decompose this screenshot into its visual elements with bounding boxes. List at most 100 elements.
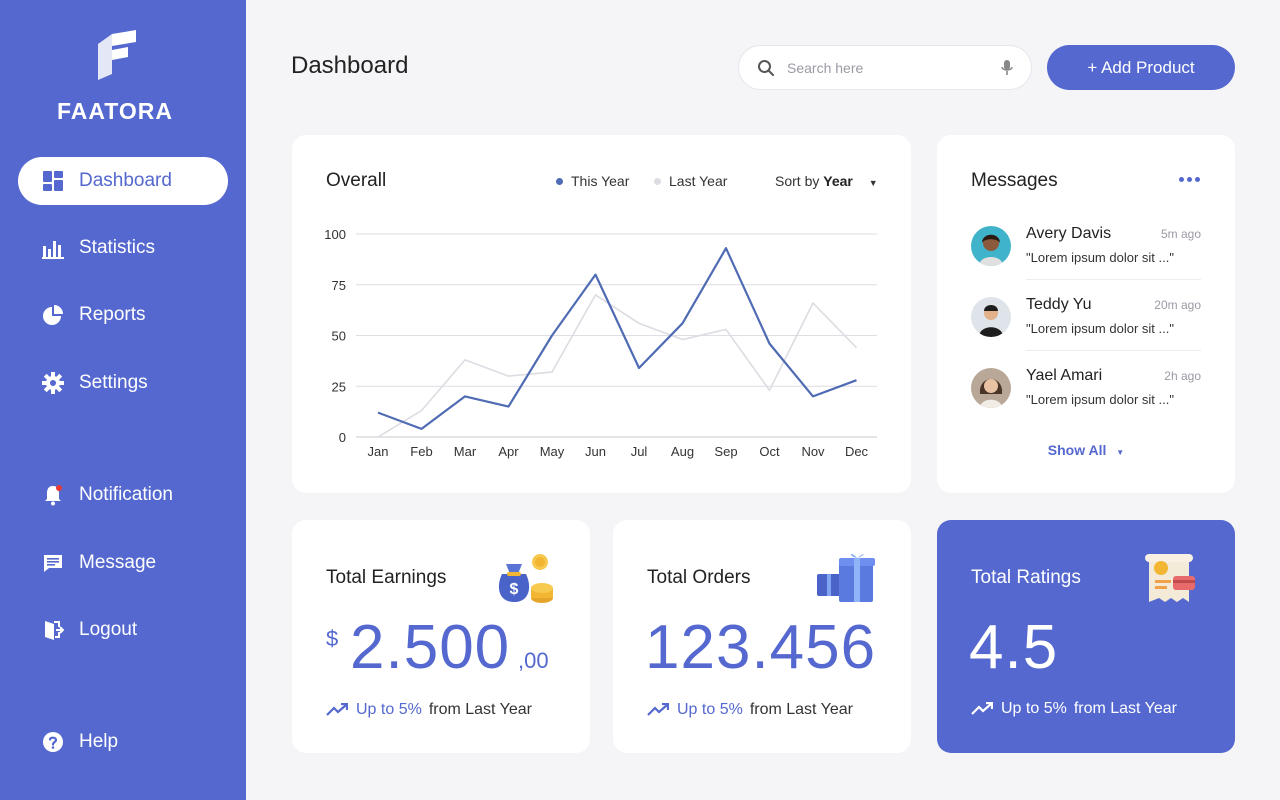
brand-name: FAATORA xyxy=(56,98,174,124)
pie-chart-icon xyxy=(42,304,64,326)
total-earnings-card: Total Earnings $ $ 2.500 ,00 Up to 5% fr… xyxy=(292,520,590,753)
sidebar-item-statistics[interactable]: Statistics xyxy=(18,224,228,272)
trend-text: from Last Year xyxy=(428,701,532,718)
search-input[interactable] xyxy=(787,59,1001,76)
help-icon xyxy=(42,731,64,753)
logout-icon xyxy=(42,619,64,641)
sidebar-item-notification[interactable]: Notification xyxy=(18,471,228,519)
brand-logo-icon xyxy=(98,30,136,80)
y-tick-label: 75 xyxy=(332,278,346,293)
stat-label: Total Orders xyxy=(647,567,751,588)
x-tick-label: Jan xyxy=(368,444,389,459)
sidebar-item-label: Reports xyxy=(79,304,146,325)
sidebar-item-label: Logout xyxy=(79,619,138,640)
legend-dot-last-year xyxy=(654,177,661,185)
sidebar-item-label: Settings xyxy=(79,372,148,393)
series-line-this-year xyxy=(377,247,857,430)
sidebar-item-message[interactable]: Message xyxy=(18,539,228,587)
stat-label: Total Earnings xyxy=(326,567,447,588)
trend-indicator: Up to 5% from Last Year xyxy=(647,701,853,719)
earnings-cents: ,00 xyxy=(518,648,549,673)
currency-symbol: $ xyxy=(326,626,339,651)
sidebar-item-reports[interactable]: Reports xyxy=(18,291,228,339)
sender-name: Teddy Yu xyxy=(1026,296,1092,313)
legend-label-this-year: This Year xyxy=(571,173,630,189)
avatar xyxy=(971,297,1011,337)
trend-indicator: Up to 5% from Last Year xyxy=(326,701,532,719)
messages-card: Messages Avery Davis 5m ago "Lorem ipsum… xyxy=(937,135,1235,493)
search-icon xyxy=(758,59,774,76)
avatar xyxy=(971,226,1011,266)
svg-text:$: $ xyxy=(510,581,519,598)
more-options-icon[interactable] xyxy=(1179,177,1200,182)
total-orders-card: Total Orders 123.456 Up to 5% from Last … xyxy=(613,520,911,753)
x-tick-label: Oct xyxy=(759,444,780,459)
bell-icon xyxy=(42,484,64,506)
page-title: Dashboard xyxy=(291,52,409,79)
message-preview: "Lorem ipsum dolor sit ..." xyxy=(1026,250,1174,265)
x-tick-label: Jun xyxy=(585,444,606,459)
show-all-link[interactable]: Show All ▼ xyxy=(937,442,1235,458)
x-tick-label: Mar xyxy=(454,444,477,459)
microphone-icon[interactable] xyxy=(1001,59,1013,76)
sidebar-item-label: Statistics xyxy=(79,237,156,258)
x-tick-label: Dec xyxy=(845,444,869,459)
y-tick-label: 50 xyxy=(332,329,346,344)
orders-value: 123.456 xyxy=(645,613,877,682)
x-tick-label: Nov xyxy=(801,444,825,459)
dashboard-icon xyxy=(42,170,64,192)
message-item[interactable]: Yael Amari 2h ago "Lorem ipsum dolor sit… xyxy=(971,361,1201,421)
legend-label-last-year: Last Year xyxy=(669,173,728,189)
x-tick-label: Feb xyxy=(410,444,432,459)
gear-icon xyxy=(42,372,64,394)
gift-box-icon xyxy=(817,553,875,602)
messages-title: Messages xyxy=(971,170,1058,191)
trend-percent: Up to 5% xyxy=(677,701,743,718)
message-time: 2h ago xyxy=(1164,369,1201,383)
trend-indicator: Up to 5% from Last Year xyxy=(971,700,1177,718)
y-tick-label: 25 xyxy=(332,379,346,394)
x-tick-label: Jul xyxy=(631,444,648,459)
y-tick-label: 0 xyxy=(339,430,346,445)
divider xyxy=(1026,279,1201,280)
message-item[interactable]: Teddy Yu 20m ago "Lorem ipsum dolor sit … xyxy=(971,290,1201,351)
message-preview: "Lorem ipsum dolor sit ..." xyxy=(1026,392,1174,407)
sort-dropdown[interactable]: Sort by Year ▼ xyxy=(775,173,878,189)
sender-name: Avery Davis xyxy=(1026,225,1112,242)
earnings-value: 2.500 xyxy=(350,613,511,682)
sidebar-item-help[interactable]: Help xyxy=(18,718,228,766)
y-tick-label: 100 xyxy=(324,227,346,242)
x-tick-label: May xyxy=(540,444,565,459)
sender-name: Yael Amari xyxy=(1026,367,1103,384)
legend-last-year: Last Year xyxy=(654,173,727,189)
legend-dot-this-year xyxy=(556,177,563,185)
message-item[interactable]: Avery Davis 5m ago "Lorem ipsum dolor si… xyxy=(971,219,1201,280)
sidebar-item-dashboard[interactable]: Dashboard xyxy=(18,157,228,205)
sidebar-item-settings[interactable]: Settings xyxy=(18,359,228,407)
x-tick-label: Sep xyxy=(714,444,737,459)
sort-prefix: Sort by xyxy=(775,173,820,189)
overall-title: Overall xyxy=(326,170,387,191)
receipt-icon xyxy=(1145,554,1195,602)
sidebar-item-label: Dashboard xyxy=(79,170,172,191)
message-time: 20m ago xyxy=(1154,298,1201,312)
search-bar[interactable] xyxy=(738,45,1032,90)
trend-up-icon xyxy=(971,702,993,715)
sidebar-item-logout[interactable]: Logout xyxy=(18,606,228,654)
trend-percent: Up to 5% xyxy=(356,701,422,718)
show-all-label: Show All xyxy=(1047,442,1107,458)
caret-down-icon: ▼ xyxy=(1116,448,1125,457)
x-tick-label: Aug xyxy=(671,444,694,459)
sidebar-item-label: Help xyxy=(79,731,119,752)
caret-down-icon: ▼ xyxy=(868,178,878,188)
message-preview: "Lorem ipsum dolor sit ..." xyxy=(1026,321,1174,336)
avatar xyxy=(971,368,1011,408)
series-line-last-year xyxy=(377,294,858,438)
chat-icon xyxy=(42,552,64,574)
sidebar-item-label: Notification xyxy=(79,484,173,505)
trend-text: from Last Year xyxy=(749,701,853,718)
add-product-button[interactable]: + Add Product xyxy=(1047,45,1235,90)
sidebar-item-label: Message xyxy=(79,552,157,573)
legend-this-year: This Year xyxy=(556,173,629,189)
line-chart: 0 25 50 75 100 Jan Feb Mar Apr May Jun Jul Aug Sep Oct… xyxy=(324,227,877,459)
